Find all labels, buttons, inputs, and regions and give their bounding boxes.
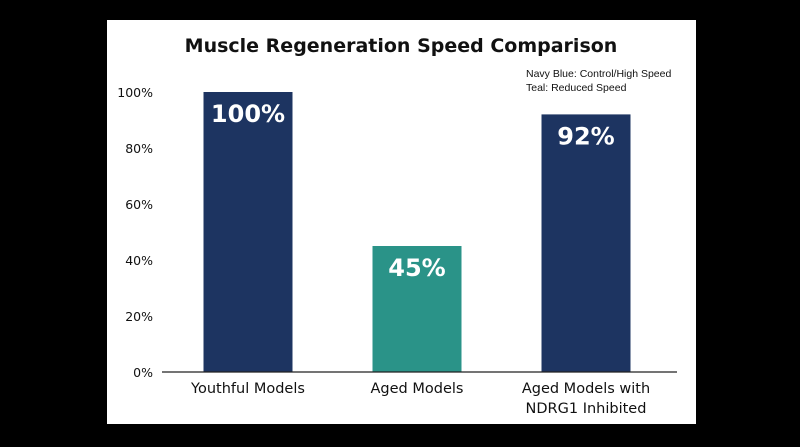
chart-title: Muscle Regeneration Speed Comparison (185, 35, 618, 57)
x-tick-label: Aged Models with (522, 381, 650, 397)
y-tick-label: 0% (133, 365, 153, 380)
x-tick-label: Youthful Models (190, 381, 305, 397)
legend-entry-navy: Navy Blue: Control/High Speed (526, 68, 671, 80)
y-tick-label: 80% (125, 141, 153, 156)
y-tick-label: 60% (125, 197, 153, 212)
bar-value-label: 92% (557, 122, 614, 150)
chart-panel: Muscle Regeneration Speed Comparison Nav… (107, 20, 696, 424)
x-tick-label: NDRG1 Inhibited (526, 401, 647, 417)
bar (541, 114, 631, 373)
bars: 100% 45% 92% (203, 92, 631, 373)
bar-value-label: 45% (388, 254, 445, 282)
y-tick-label: 40% (125, 253, 153, 268)
legend: Navy Blue: Control/High Speed Teal: Redu… (526, 68, 671, 94)
x-tick-label: Aged Models (371, 381, 464, 397)
bar (203, 92, 293, 372)
legend-entry-teal: Teal: Reduced Speed (526, 82, 627, 94)
y-axis: 0% 20% 40% 60% 80% 100% (117, 85, 153, 380)
bar-value-label: 100% (211, 100, 285, 128)
y-tick-label: 20% (125, 309, 153, 324)
y-tick-label: 100% (117, 85, 153, 100)
bar (372, 246, 462, 372)
bar-chart: Muscle Regeneration Speed Comparison Nav… (117, 35, 677, 417)
x-axis: Youthful Models Aged Models Aged Models wi… (190, 381, 650, 417)
